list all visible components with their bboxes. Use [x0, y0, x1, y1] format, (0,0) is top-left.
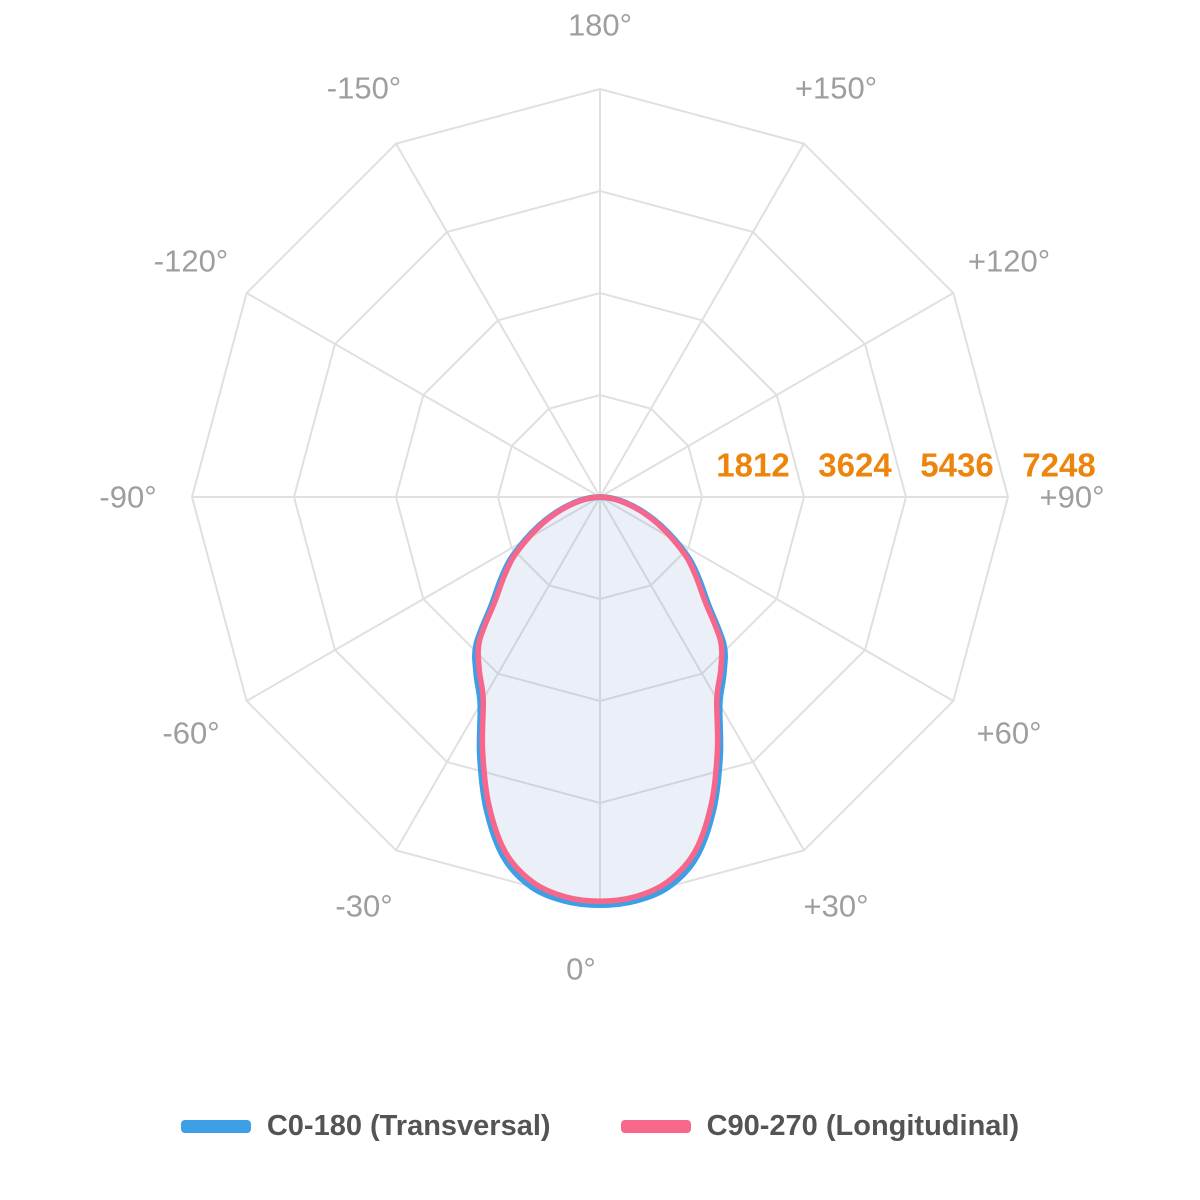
grid-spoke [599, 292, 954, 498]
grid-spoke [246, 496, 601, 702]
grid-spoke [599, 496, 805, 851]
grid-spoke [599, 143, 805, 498]
c90-270-curve [475, 494, 725, 904]
legend-item-c0-180[interactable]: C0-180 (Transversal) [180, 1109, 551, 1143]
c0-180-swatch [180, 1119, 251, 1133]
angle-label--90deg: -90° [99, 480, 156, 515]
angle-label--120deg: -120° [154, 244, 228, 279]
grid-spoke [599, 496, 954, 702]
grid-spoke [246, 292, 601, 498]
angle-label-+120deg: +120° [968, 244, 1050, 279]
angle-label-+30deg: +30° [804, 889, 869, 924]
legend-label-c90-270: C90-270 (Longitudinal) [706, 1109, 1020, 1142]
angle-label--60deg: -60° [162, 716, 219, 751]
radial-tick-1812: 1812 [716, 447, 789, 484]
angle-label-+60deg: +60° [977, 716, 1042, 751]
angle-label-+150deg: +150° [795, 71, 877, 106]
angle-label--150deg: -150° [327, 71, 401, 106]
angle-label-180deg: 180° [568, 8, 632, 43]
grid-spoke [395, 496, 601, 851]
grid-spoke [395, 143, 601, 498]
angle-labels: 180° -150° +150° -120° +120° -90° +90° -60° +60°… [99, 8, 1104, 987]
legend-label-c0-180: C0-180 (Transversal) [266, 1109, 551, 1142]
angle-label-+90deg: +90° [1040, 480, 1105, 515]
legend-item-c90-270[interactable]: C90-270 (Longitudinal) [620, 1109, 1020, 1143]
radial-tick-7248: 7248 [1022, 447, 1095, 484]
angle-label--30deg: -30° [335, 889, 392, 924]
c90-270-swatch [620, 1119, 691, 1133]
radial-tick-3624: 3624 [818, 447, 892, 484]
polar-grid [190, 87, 1010, 907]
series-curves [472, 494, 728, 908]
radial-tick-labels: 1812 3624 5436 7248 [716, 447, 1095, 484]
radial-tick-5436: 5436 [920, 447, 993, 484]
polar-chart-canvas: 1812 3624 5436 7248 180° -150° +150° -120° +120… [99, 8, 1104, 987]
angle-label-0deg: 0° [566, 952, 596, 987]
legend: C0-180 (Transversal) C90-270 (Longitudin… [0, 1104, 1200, 1148]
